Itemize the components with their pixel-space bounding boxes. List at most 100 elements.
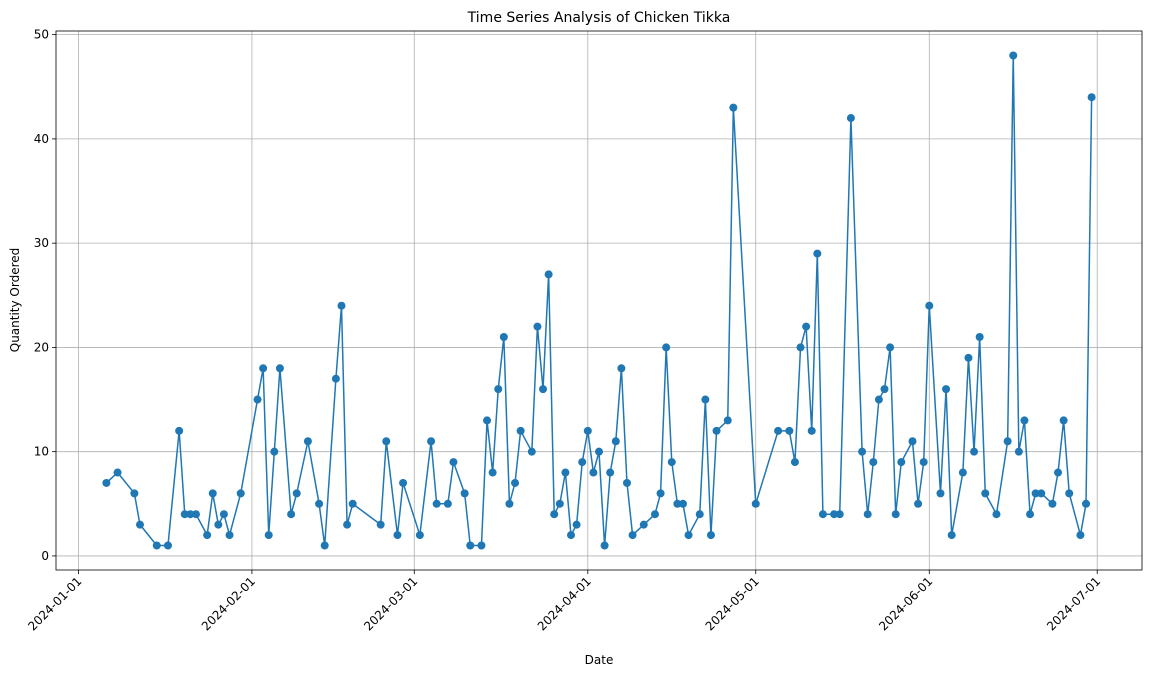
x-axis-label: Date [585,653,614,667]
data-point [785,426,794,435]
data-point [449,458,458,467]
data-point [914,499,923,508]
data-point [432,499,441,508]
data-point [667,458,676,467]
data-point [611,437,620,446]
data-point [555,499,564,508]
data-point [488,468,497,477]
data-point [203,531,212,540]
x-tick-label: 2024-04-01 [535,574,594,633]
data-point [320,541,329,550]
data-point [275,364,284,373]
data-point [113,468,122,477]
data-point [796,343,805,352]
data-point [180,510,189,519]
data-point [1087,93,1096,102]
y-axis-label: Quantity Ordered [8,248,22,353]
data-point [701,395,710,404]
data-point [662,343,671,352]
data-point [460,489,469,498]
data-point [208,489,217,498]
data-point [550,510,559,519]
data-point [443,499,452,508]
data-point [751,499,760,508]
data-point [673,499,682,508]
data-point [264,531,273,540]
data-point [589,468,598,477]
data-point [499,332,508,341]
data-point [992,510,1001,519]
data-point [723,416,732,425]
data-point [533,322,542,331]
data-point [802,322,811,331]
data-point [790,458,799,467]
data-point [774,426,783,435]
data-point [908,437,917,446]
data-point [650,510,659,519]
data-point [1065,489,1074,498]
data-point [1014,447,1023,456]
data-point [891,510,900,519]
data-point [1076,531,1085,540]
x-tick-label: 2024-07-01 [1044,574,1103,633]
data-point [684,531,693,540]
data-point [567,531,576,540]
data-point [483,416,492,425]
plot-frame [55,30,1143,571]
data-point [958,468,967,477]
y-tick-label: 30 [34,236,49,250]
data-point [494,385,503,394]
chart-title: Time Series Analysis of Chicken Tikka [467,10,731,26]
y-tick-label: 20 [34,340,49,354]
data-point [527,447,536,456]
data-point [539,385,548,394]
data-point [315,499,324,508]
data-point [970,447,979,456]
data-point [511,478,520,487]
data-point [259,364,268,373]
data-point [919,458,928,467]
data-point [561,468,570,477]
data-point [622,478,631,487]
data-point [191,510,200,519]
data-point [1003,437,1012,446]
x-tick-label: 2024-05-01 [703,574,762,633]
data-point [399,478,408,487]
data-point [415,531,424,540]
data-point [505,499,514,508]
data-point [382,437,391,446]
data-point [1059,416,1068,425]
data-point [466,541,475,550]
data-point [253,395,262,404]
data-point [813,249,822,258]
data-point [628,531,637,540]
data-point [947,531,956,540]
data-point [236,489,245,498]
data-point [225,531,234,540]
data-point [846,114,855,123]
data-point [712,426,721,435]
data-point [925,301,934,310]
data-point [214,520,223,529]
data-point [975,332,984,341]
data-point [376,520,385,529]
data-point [897,458,906,467]
data-point [964,353,973,362]
data-point [348,499,357,508]
data-point [1009,51,1018,60]
y-tick-label: 10 [34,445,49,459]
data-point [863,510,872,519]
data-point [130,489,139,498]
data-point [835,510,844,519]
data-point [886,343,895,352]
data-line [105,55,1093,547]
data-point [393,531,402,540]
data-point [874,395,883,404]
data-point [163,541,172,550]
data-point [942,385,951,394]
y-tick-label: 50 [34,28,49,42]
data-point [337,301,346,310]
data-point [639,520,648,529]
data-point [818,510,827,519]
data-point [1026,510,1035,519]
